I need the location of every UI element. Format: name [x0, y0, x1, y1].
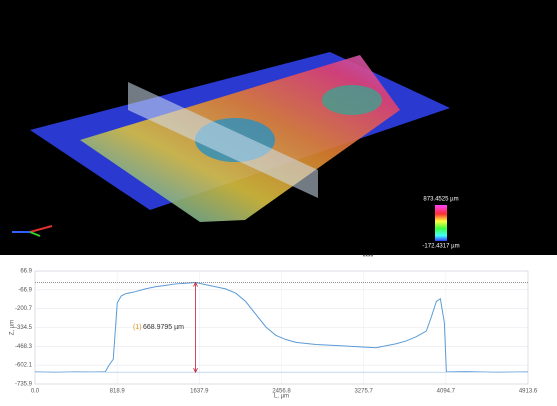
color-scale [435, 205, 447, 241]
y-tick-label: -602.1 [15, 363, 33, 369]
x-tick-label: 4094.7 [437, 389, 456, 395]
pit [322, 85, 382, 115]
scale-max: 873.4525 µm [423, 197, 458, 203]
y-tick-label: -200.7 [15, 306, 33, 312]
x-tick-label: 1637.9 [190, 389, 209, 395]
y-tick-label: 66.9 [20, 269, 32, 275]
profile-line [34, 282, 529, 373]
annotation-tag: (1) [133, 324, 142, 331]
x-tick-label: 2456.8 [272, 389, 291, 395]
axis-gizmo [29, 225, 53, 233]
y-tick-label: -66.9 [18, 287, 32, 293]
x-tick-label: 0.0 [31, 389, 40, 395]
x-tick-label: 4913.6 [519, 389, 538, 395]
y-tick-label: -468.3 [15, 344, 33, 350]
annotation-value: 668.9795 µm [143, 324, 184, 331]
y-axis-label: Z, µm [10, 320, 16, 335]
scale-min: -172.4317 µm [422, 244, 459, 250]
arrow-head [193, 281, 198, 374]
x-tick-label: 818.9 [110, 389, 126, 395]
splitter-handle[interactable]: **** [363, 254, 374, 261]
y-tick-label: -334.5 [15, 325, 33, 331]
x-axis-label: L, µm [274, 394, 289, 400]
section-plane [128, 82, 318, 198]
plot-frame [34, 270, 529, 385]
y-tick-label: -735.9 [15, 382, 33, 388]
axis-gizmo [29, 231, 41, 237]
x-tick-label: 3275.7 [354, 389, 373, 395]
